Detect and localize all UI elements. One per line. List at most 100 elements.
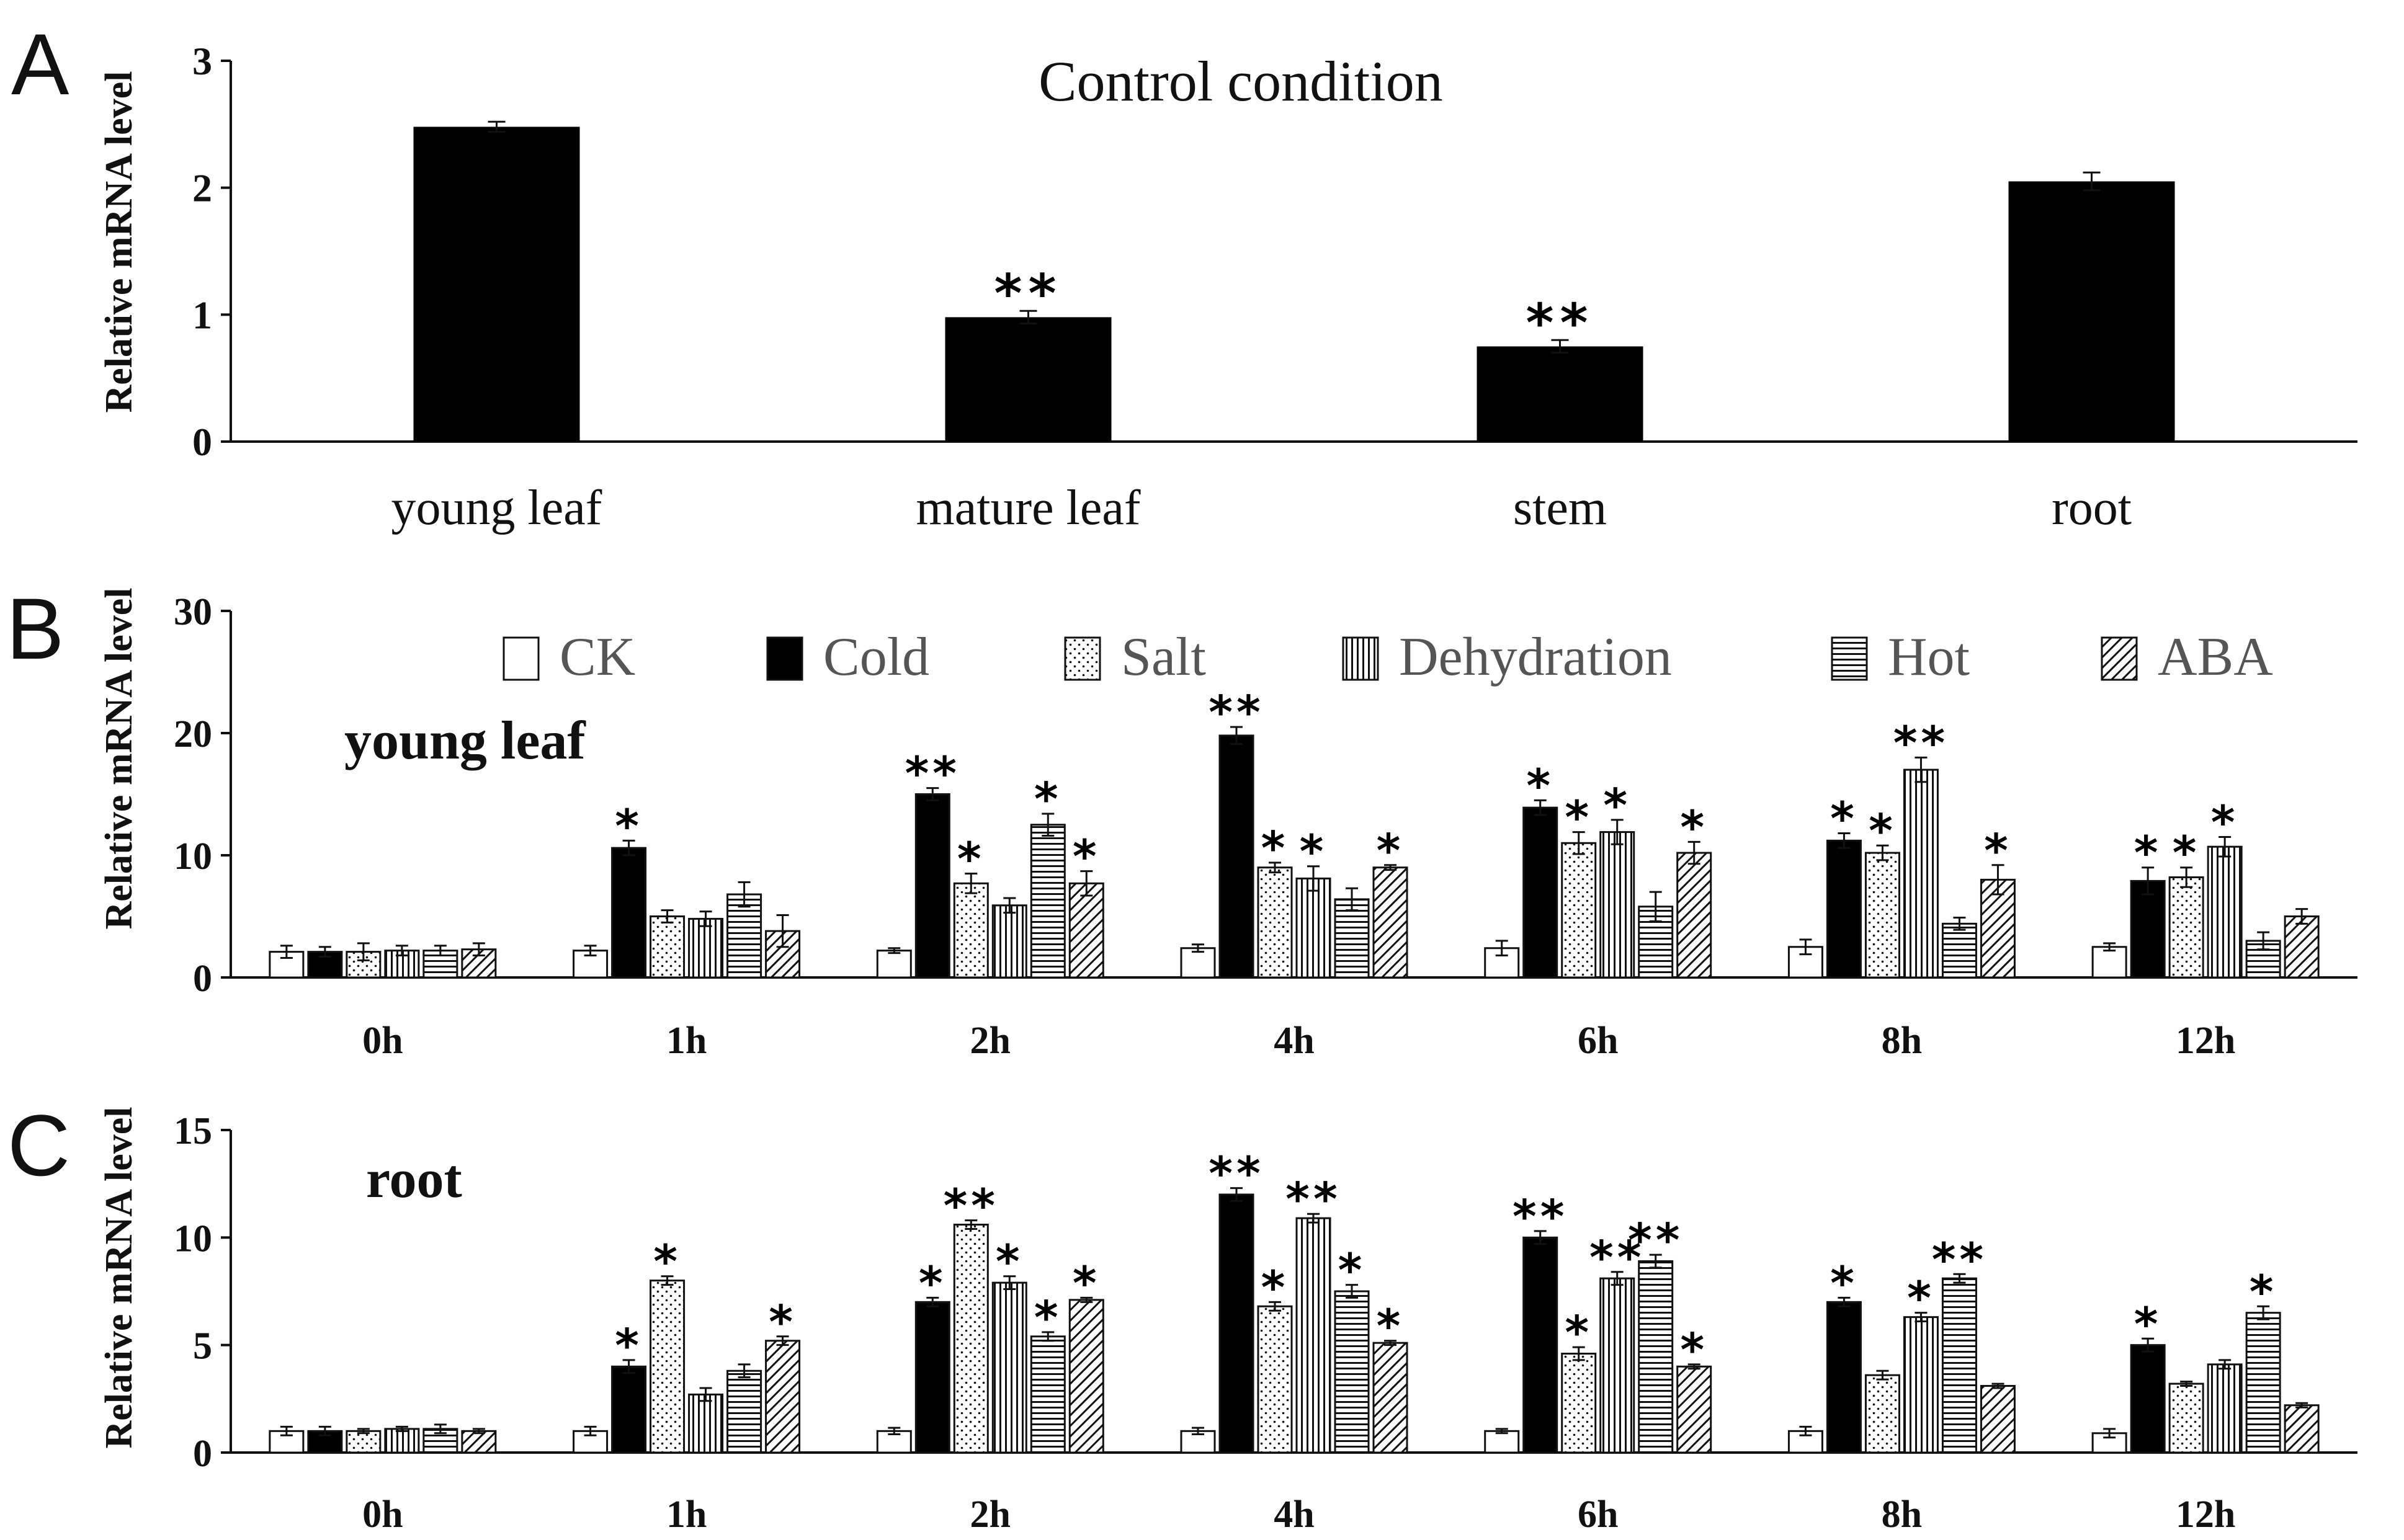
panel-b-significance: * <box>1073 830 1101 884</box>
panel-c-bar-dehydration-8h <box>1903 1316 1939 1454</box>
panel-b-bar-salt-6h <box>1561 842 1597 979</box>
panel-c-bar-aba-4h <box>1372 1342 1408 1454</box>
panel-c-bar-aba-8h <box>1980 1385 2016 1454</box>
panel-c-bar-aba-2h <box>1068 1299 1104 1454</box>
panel-a-y-tick-label: 1 <box>192 293 212 337</box>
panel-c-chart: root Relative mRNA level 0510150h***1h**… <box>98 1107 2357 1536</box>
panel-b-y-tick-label: 10 <box>174 835 212 878</box>
legend-label-dehydration: Dehydration <box>1399 627 1672 687</box>
panel-b-significance: * <box>1565 791 1593 845</box>
panel-c-x-label: 0h <box>362 1493 403 1536</box>
panel-c-significance: * <box>1907 1272 1935 1325</box>
panel-b-bar-ck-4h <box>1180 947 1216 979</box>
panel-c-bar-cold-4h <box>1218 1193 1254 1454</box>
panel-c-significance: ** <box>1513 1190 1568 1244</box>
legend-swatch-aba <box>2101 636 2138 681</box>
panel-a-bar-root <box>2008 181 2175 442</box>
panel-c-bar-hot-12h <box>2245 1312 2281 1454</box>
panel-b-bar-dehydration-12h <box>2207 845 2243 979</box>
panel-c-significance: * <box>996 1235 1024 1289</box>
panel-c-significance: * <box>1034 1291 1062 1345</box>
panel-c-significance: ** <box>1932 1233 1987 1286</box>
panel-c-y-tick-label: 15 <box>174 1110 212 1152</box>
panel-b-bar-dehydration-8h <box>1903 768 1939 979</box>
legend-label-aba: ABA <box>2158 627 2273 687</box>
panel-b-x-label: 2h <box>970 1020 1011 1062</box>
panel-b-bar-salt-8h <box>1864 852 1900 979</box>
panel-a-significance: ** <box>994 263 1063 325</box>
legend: CK Cold Salt Dehydration Hot ABA <box>503 627 2273 687</box>
panel-c-x-label: 4h <box>1274 1493 1314 1536</box>
legend-label-ck: CK <box>560 627 635 687</box>
panel-c-bar-dehydration-4h <box>1295 1217 1331 1454</box>
panel-b-subtitle: young leaf <box>344 711 586 771</box>
panel-c-y-tick-label: 10 <box>174 1217 212 1260</box>
panel-c-bar-cold-2h <box>914 1301 950 1454</box>
panel-c-bar-salt-1h <box>650 1280 686 1454</box>
panel-c-significance: * <box>1377 1300 1405 1353</box>
panel-b-bar-dehydration-4h <box>1295 877 1331 979</box>
panel-b-x-label: 12h <box>2176 1020 2235 1062</box>
panel-a-x-label: stem <box>1513 481 1607 535</box>
panel-b-significance: * <box>1526 759 1554 812</box>
panel-c-bar-salt-12h <box>2168 1382 2204 1454</box>
panel-a-bar-stem <box>1477 346 1643 442</box>
panel-b-bar-cold-1h <box>611 847 647 979</box>
panel-b-chart: young leaf Relative mRNA level 0 10 20 30 0h… <box>98 588 2357 1062</box>
panel-b-significance: * <box>1869 804 1897 858</box>
panel-c-significance: ** <box>1285 1173 1341 1226</box>
panel-c-bar-cold-6h <box>1522 1236 1558 1454</box>
panel-c-significance: ** <box>1589 1231 1645 1284</box>
panel-c-bar-salt-0h <box>346 1430 382 1454</box>
panel-c-significance: ** <box>944 1180 999 1233</box>
panel-c-subtitle: root <box>366 1149 462 1209</box>
panel-a-y-tick-label: 0 <box>192 420 212 464</box>
panel-b-significance: * <box>1830 793 1858 846</box>
panel-c-significance: * <box>1680 1324 1708 1377</box>
panel-b-significance: * <box>957 833 985 886</box>
panel-b-significance: ** <box>1209 686 1264 739</box>
panel-c-bar-aba-0h <box>461 1430 497 1454</box>
panel-c-y-tick-label: 0 <box>193 1433 212 1475</box>
panel-a-x-label: young leaf <box>391 481 602 535</box>
panel-a-bar-mature-leaf <box>945 317 1112 442</box>
panel-b-bar-cold-4h <box>1218 734 1254 979</box>
panel-b-bar-aba-4h <box>1372 866 1408 979</box>
panel-c-bar-salt-2h <box>953 1224 989 1454</box>
legend-swatch-cold <box>766 636 803 681</box>
panel-b-bar-aba-8h <box>1980 878 2016 979</box>
panel-b-bar-cold-6h <box>1522 806 1558 979</box>
panel-b-significance: * <box>1377 824 1405 878</box>
panel-a-title: Control condition <box>1039 50 1443 113</box>
panel-a-y-tick-label: 2 <box>192 166 212 210</box>
legend-swatch-dehydration <box>1342 636 1379 681</box>
panel-b-x-label: 8h <box>1882 1020 1922 1062</box>
panel-c-bar-salt-4h <box>1257 1305 1293 1454</box>
panel-b-significance: * <box>1034 773 1062 826</box>
panel-b-significance: * <box>2134 827 2162 880</box>
panel-b-significance: * <box>2211 796 2239 849</box>
panel-c-significance: * <box>653 1235 681 1289</box>
panel-c-bar-aba-6h <box>1676 1365 1712 1454</box>
panel-c-significance: * <box>919 1257 947 1310</box>
panel-c-bar-dehydration-12h <box>2207 1363 2243 1454</box>
panel-c-bar-cold-12h <box>2130 1344 2166 1454</box>
panel-a-chart: Control condition Relative mRNA level 0 1… <box>98 39 2357 535</box>
panel-c-x-label: 8h <box>1882 1493 1922 1536</box>
panel-c-x-label: 2h <box>970 1493 1011 1536</box>
panel-c-y-tick-label: 5 <box>193 1325 212 1368</box>
panel-b-bar-salt-4h <box>1257 866 1293 979</box>
panel-b-bar-aba-12h <box>2284 915 2320 979</box>
panel-b-ylabel: Relative mRNA level <box>98 588 140 930</box>
legend-swatch-hot <box>1831 636 1868 681</box>
panel-c-significance: * <box>1073 1257 1101 1310</box>
panel-b-bar-hot-6h <box>1638 906 1674 979</box>
legend-label-hot: Hot <box>1888 627 1970 687</box>
panel-c-bar-cold-1h <box>611 1365 647 1454</box>
panel-c-significance: ** <box>1209 1147 1264 1201</box>
panel-b-bar-dehydration-1h <box>688 917 724 979</box>
panel-c-bar-dehydration-2h <box>991 1281 1027 1454</box>
panel-b-bar-hot-8h <box>1941 922 1977 979</box>
panel-b-y-tick-label: 0 <box>193 958 212 1000</box>
panel-letter-b: B <box>6 580 64 677</box>
